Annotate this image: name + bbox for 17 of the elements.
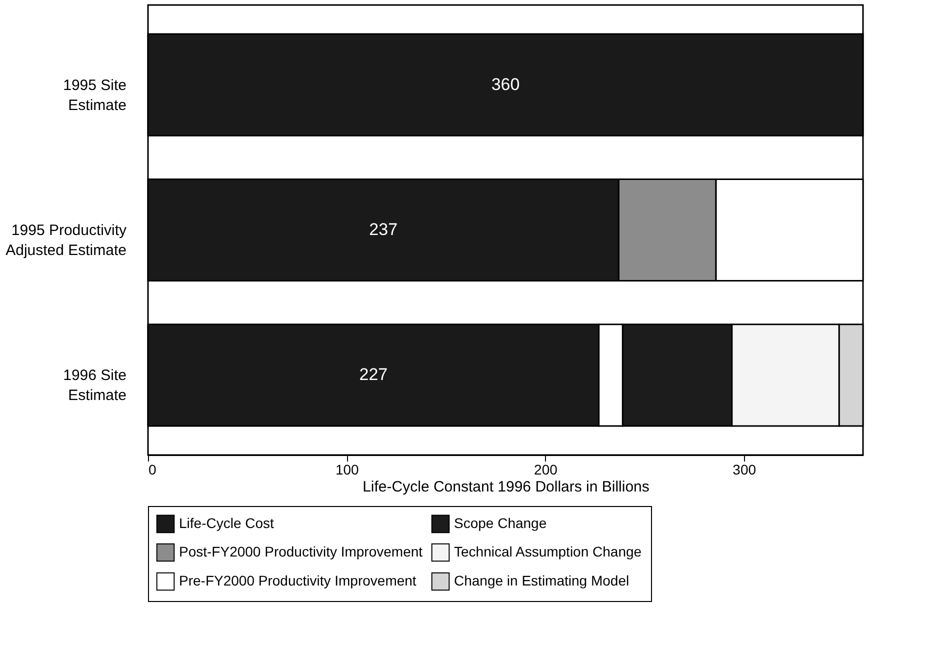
legend-label: Technical Assumption Change [454, 544, 642, 560]
y-tick-label: 1995 Productivity Adjusted Estimate [6, 222, 127, 259]
x-tick-label: 0 [148, 462, 156, 478]
x-tick-label: 300 [732, 462, 756, 478]
legend-label: Post-FY2000 Productivity Improvement [179, 544, 423, 560]
legend-label: Scope Change [454, 514, 547, 531]
data-label: 360 [491, 74, 520, 94]
legend-label: Life-Cycle Cost [179, 514, 274, 531]
legend-label: Change in Estimating Model [454, 572, 630, 588]
x-axis-title: Life-Cycle Constant 1996 Dollars in Billions [362, 478, 650, 496]
x-tick-label: 100 [335, 462, 360, 478]
y-tick-label: 1995 Site Estimate [63, 76, 126, 114]
data-label: 227 [359, 365, 388, 384]
x-tick-label: 200 [534, 462, 558, 478]
y-tick-label: 1996 Site Estimate [63, 367, 126, 404]
data-label: 237 [369, 220, 398, 239]
legend-label: Pre-FY2000 Productivity Improvement [179, 572, 416, 588]
